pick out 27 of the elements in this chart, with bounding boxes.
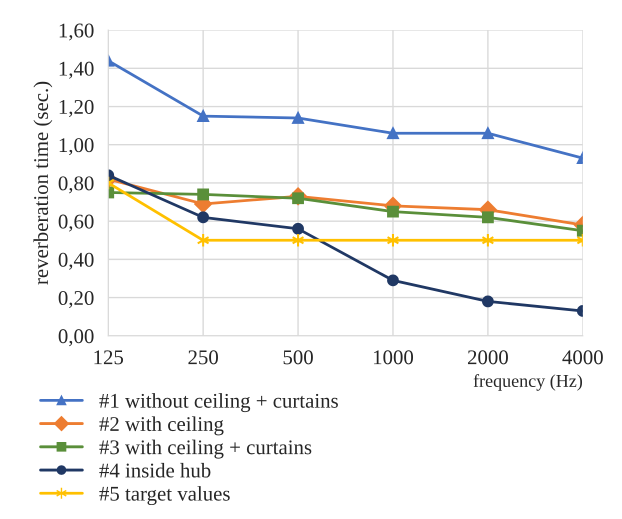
point xyxy=(292,112,304,124)
point xyxy=(387,206,399,218)
point xyxy=(387,127,399,140)
legend-label: #4 inside hub xyxy=(99,462,210,478)
y-tick-label: 1,00 xyxy=(60,138,94,156)
legend-label: #1 without ceiling + curtains xyxy=(99,393,338,412)
x-axis-title: frequency (Hz) xyxy=(474,374,582,391)
legend-label: #2 with ceiling xyxy=(99,416,224,436)
y-tick-label: 0,80 xyxy=(58,176,94,194)
x-tick-label: 250 xyxy=(188,350,218,364)
x-tick-label: 1000 xyxy=(374,350,414,364)
x-tick-label: 4000 xyxy=(562,350,603,364)
y-axis-title: reverberation time (sec.) xyxy=(33,82,52,285)
y-tick-label: 1,20 xyxy=(60,100,94,117)
y-tick-label: 1,60 xyxy=(60,23,94,41)
y-tick-label: 0,40 xyxy=(58,252,94,270)
x-tick-label: 2000 xyxy=(468,350,508,364)
point xyxy=(292,222,304,235)
y-tick-label: 0,60 xyxy=(58,214,94,232)
x-tick-label: 500 xyxy=(284,350,313,364)
legend-label: #5 target values xyxy=(99,486,230,506)
y-tick-label: 0,00 xyxy=(58,329,94,346)
legend-label: #3 with ceiling + curtains xyxy=(99,440,312,459)
y-tick-label: 1,40 xyxy=(60,62,94,79)
y-tick-label: 0,20 xyxy=(58,290,94,308)
x-tick-label: 125 xyxy=(94,350,124,364)
point xyxy=(387,274,399,286)
